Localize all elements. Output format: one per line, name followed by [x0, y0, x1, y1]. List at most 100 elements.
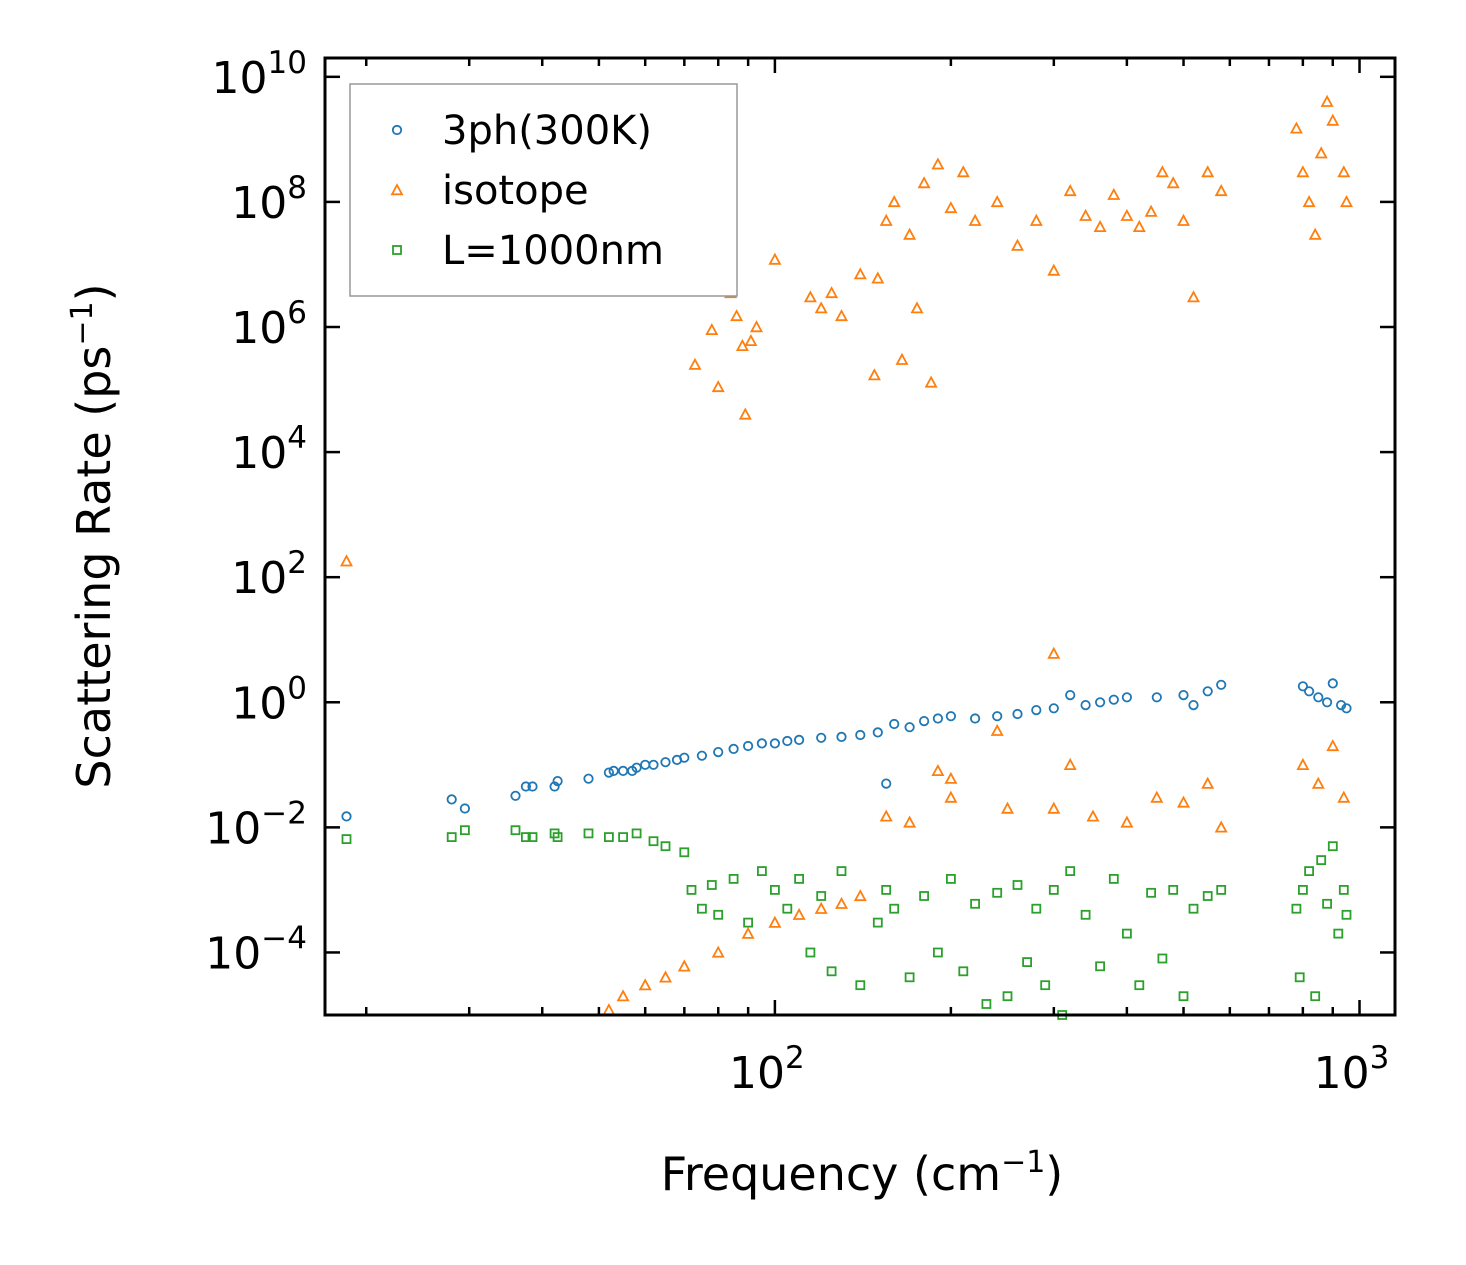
data-point — [446, 832, 457, 842]
data-point — [1155, 165, 1169, 178]
data-point — [887, 194, 901, 208]
data-point — [944, 771, 958, 784]
data-point — [768, 252, 782, 265]
data-point — [924, 375, 938, 388]
data-point — [1107, 187, 1121, 200]
data-point — [1065, 689, 1076, 701]
y-tick-label: 10−4 — [205, 920, 307, 979]
data-point — [706, 880, 717, 890]
data-point — [459, 803, 470, 814]
data-point — [990, 194, 1004, 208]
data-point — [1144, 204, 1158, 217]
data-point — [705, 323, 719, 336]
legend-label: isotope — [442, 168, 589, 214]
y-tick-label: 108 — [231, 170, 307, 229]
data-point — [836, 731, 847, 743]
data-point — [1010, 238, 1025, 251]
data-point — [1002, 991, 1013, 1002]
data-point — [1000, 801, 1015, 814]
data-point — [616, 989, 630, 1002]
data-point — [728, 874, 739, 884]
data-point — [1079, 208, 1093, 221]
data-point — [1047, 263, 1061, 276]
y-tick-label: 106 — [231, 295, 307, 354]
data-point — [834, 896, 849, 909]
data-point — [1337, 790, 1351, 803]
data-point — [521, 832, 531, 842]
data-point — [741, 926, 755, 939]
data-point — [552, 775, 563, 787]
data-point — [879, 213, 893, 226]
y-tick-label: 100 — [231, 670, 307, 729]
data-point — [1178, 689, 1189, 701]
data-point — [1337, 165, 1351, 178]
data-point — [1214, 820, 1228, 833]
legend-marker — [390, 183, 404, 196]
data-point — [1216, 885, 1227, 895]
data-point — [744, 334, 758, 347]
data-point — [552, 832, 563, 842]
legend-marker — [392, 245, 402, 255]
data-point — [713, 746, 724, 758]
data-point — [341, 834, 352, 844]
data-point — [446, 794, 457, 805]
data-point — [341, 811, 352, 822]
data-point — [881, 885, 892, 895]
data-point — [1132, 219, 1146, 233]
legend-marker — [391, 124, 403, 136]
data-point — [1093, 219, 1107, 233]
data-point — [1012, 880, 1023, 890]
data-point — [794, 874, 804, 884]
data-point — [1063, 183, 1077, 197]
data-point — [679, 752, 690, 763]
data-point — [1320, 94, 1334, 107]
data-point — [805, 947, 816, 958]
data-point — [756, 738, 768, 749]
data-point — [956, 165, 970, 178]
data-point — [1338, 885, 1349, 895]
data-point — [981, 999, 992, 1009]
data-point — [990, 723, 1004, 736]
data-point — [583, 828, 594, 839]
data-point — [1080, 909, 1091, 920]
data-point — [992, 711, 1003, 722]
data-point — [1108, 874, 1119, 884]
data-point — [1157, 953, 1168, 964]
data-point — [677, 959, 691, 972]
data-point — [855, 729, 866, 741]
data-point — [711, 945, 725, 958]
data-point — [770, 885, 780, 895]
data-point — [686, 885, 697, 895]
data-point — [872, 727, 883, 738]
data-point — [1311, 776, 1325, 789]
data-point — [1047, 646, 1061, 659]
data-point — [1327, 841, 1338, 852]
data-point — [853, 889, 867, 902]
data-point — [871, 271, 885, 284]
data-point — [1297, 681, 1309, 692]
data-point — [1166, 176, 1180, 189]
data-point — [1120, 208, 1134, 221]
data-point — [1040, 980, 1051, 991]
legend-item: 3ph(300K) — [391, 108, 652, 154]
data-point — [1031, 903, 1042, 914]
data-point — [1047, 801, 1061, 814]
data-point — [520, 781, 532, 792]
data-point — [945, 711, 957, 722]
series-3ph(300K) — [341, 678, 1352, 822]
data-point — [631, 828, 642, 839]
data-point — [1031, 704, 1042, 716]
data-point — [931, 764, 945, 776]
data-point — [1201, 165, 1215, 178]
data-point — [688, 357, 702, 370]
data-point — [944, 201, 958, 214]
data-point — [1298, 885, 1308, 895]
data-point — [1188, 699, 1199, 711]
data-point — [711, 380, 725, 393]
data-point — [1048, 885, 1059, 895]
data-point — [910, 301, 924, 314]
data-points — [339, 94, 1354, 1020]
data-point — [618, 832, 628, 842]
data-point — [970, 898, 980, 909]
